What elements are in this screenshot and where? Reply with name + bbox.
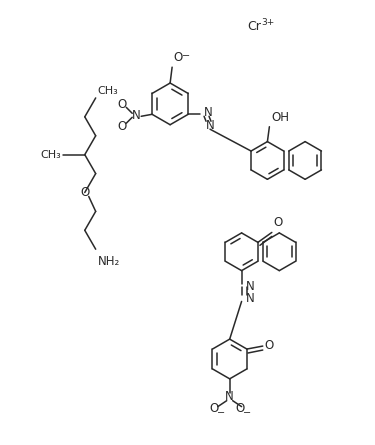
Text: O: O [274,216,283,230]
Text: N: N [132,109,141,122]
Text: N: N [246,292,254,305]
Text: N: N [204,106,212,119]
Text: −: − [217,408,225,417]
Text: −: − [243,408,251,417]
Text: O: O [209,402,218,415]
Text: CH₃: CH₃ [98,86,118,96]
Text: O: O [80,186,89,199]
Text: −: − [182,51,190,61]
Text: O: O [235,402,244,415]
Text: O: O [118,120,127,133]
Text: O: O [118,98,127,111]
Text: N: N [206,119,214,132]
Text: N: N [246,280,254,293]
Text: OH: OH [272,111,290,124]
Text: CH₃: CH₃ [40,150,61,160]
Text: NH₂: NH₂ [98,255,120,268]
Text: O: O [265,339,274,352]
Text: Cr: Cr [248,20,261,33]
Text: 3+: 3+ [261,18,275,27]
Text: O: O [173,51,182,64]
Text: N: N [225,390,234,403]
